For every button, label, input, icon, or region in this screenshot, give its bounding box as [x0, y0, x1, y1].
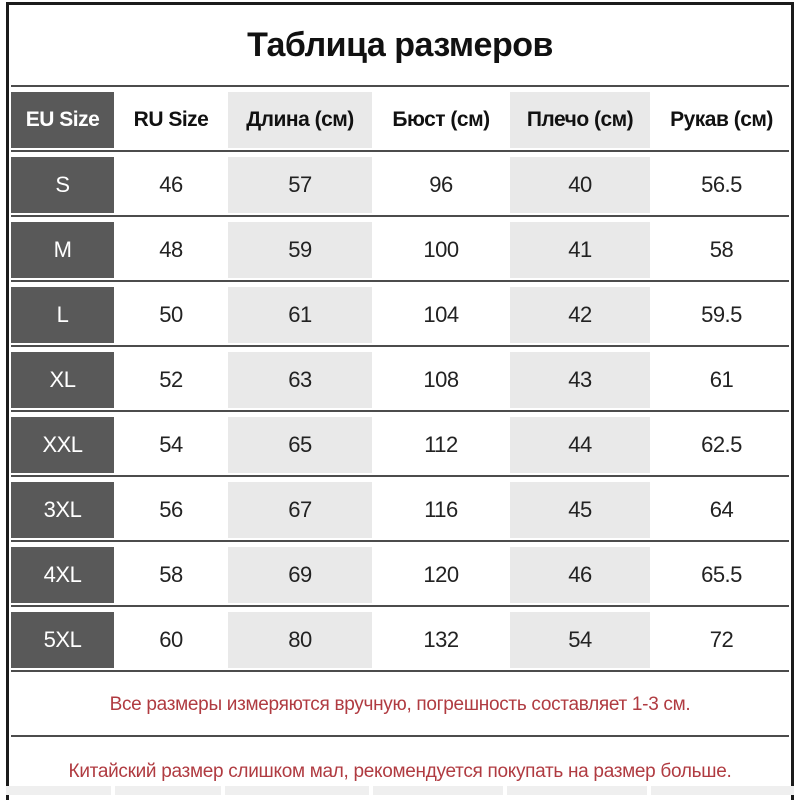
cell-sleeve: 65.5	[654, 547, 789, 603]
cell-eu-size: XXL	[11, 417, 114, 473]
cell-shoulder: 43	[510, 352, 650, 408]
cell-length: 57	[228, 157, 372, 213]
row-separator	[11, 605, 789, 612]
row-separator	[11, 735, 789, 742]
cell-eu-size: XL	[11, 352, 114, 408]
cell-bust: 132	[376, 612, 506, 668]
cell-length: 67	[228, 482, 372, 538]
cell-length: 69	[228, 547, 372, 603]
row-separator	[11, 345, 789, 352]
cutoff-cell	[507, 786, 647, 795]
table-row-xxl: XXL 54 65 112 44 62.5	[11, 417, 789, 473]
column-header-eu-size: EU Size	[11, 92, 114, 148]
cell-length: 61	[228, 287, 372, 343]
cell-sleeve: 72	[654, 612, 789, 668]
cell-sleeve: 62.5	[654, 417, 789, 473]
cell-bust: 120	[376, 547, 506, 603]
cell-ru-size: 50	[118, 287, 224, 343]
cell-length: 63	[228, 352, 372, 408]
cell-eu-size: 4XL	[11, 547, 114, 603]
measurement-tolerance-note: Все размеры измеряются вручную, погрешно…	[11, 677, 789, 733]
row-separator	[11, 150, 789, 157]
cell-ru-size: 52	[118, 352, 224, 408]
table-row-s: S 46 57 96 40 56.5	[11, 157, 789, 213]
table-title: Таблица размеров	[247, 25, 553, 64]
cell-ru-size: 60	[118, 612, 224, 668]
column-header-bust: Бюст (см)	[376, 92, 506, 148]
row-separator	[11, 475, 789, 482]
cell-eu-size: 3XL	[11, 482, 114, 538]
table-header-row: EU Size RU Size Длина (см) Бюст (см) Пле…	[11, 92, 789, 148]
cutoff-cell	[225, 786, 369, 795]
column-header-length: Длина (см)	[228, 92, 372, 148]
cell-length: 80	[228, 612, 372, 668]
cell-sleeve: 61	[654, 352, 789, 408]
column-header-sleeve: Рукав (см)	[654, 92, 789, 148]
cell-shoulder: 46	[510, 547, 650, 603]
cell-ru-size: 58	[118, 547, 224, 603]
cell-sleeve: 64	[654, 482, 789, 538]
column-header-ru-size: RU Size	[118, 92, 224, 148]
cutoff-cell	[115, 786, 221, 795]
cell-length: 65	[228, 417, 372, 473]
cell-length: 59	[228, 222, 372, 278]
row-separator	[11, 85, 789, 92]
cell-ru-size: 46	[118, 157, 224, 213]
cell-shoulder: 44	[510, 417, 650, 473]
cutoff-next-row	[6, 786, 794, 795]
cell-sleeve: 58	[654, 222, 789, 278]
cell-bust: 108	[376, 352, 506, 408]
cell-eu-size: M	[11, 222, 114, 278]
cell-sleeve: 59.5	[654, 287, 789, 343]
row-separator	[11, 280, 789, 287]
cell-shoulder: 42	[510, 287, 650, 343]
cell-shoulder: 40	[510, 157, 650, 213]
cell-ru-size: 48	[118, 222, 224, 278]
row-separator	[11, 215, 789, 222]
table-row-3xl: 3XL 56 67 116 45 64	[11, 482, 789, 538]
cell-eu-size: L	[11, 287, 114, 343]
table-row-5xl: 5XL 60 80 132 54 72	[11, 612, 789, 668]
row-separator	[11, 540, 789, 547]
cell-sleeve: 56.5	[654, 157, 789, 213]
cell-shoulder: 54	[510, 612, 650, 668]
cell-shoulder: 45	[510, 482, 650, 538]
cell-shoulder: 41	[510, 222, 650, 278]
table-row-xl: XL 52 63 108 43 61	[11, 352, 789, 408]
cell-eu-size: 5XL	[11, 612, 114, 668]
size-table: Таблица размеров EU Size RU Size Длина (…	[6, 2, 794, 800]
table-row-m: M 48 59 100 41 58	[11, 222, 789, 278]
cell-ru-size: 54	[118, 417, 224, 473]
cell-ru-size: 56	[118, 482, 224, 538]
cutoff-cell	[373, 786, 503, 795]
cell-bust: 96	[376, 157, 506, 213]
column-header-shoulder: Плечо (см)	[510, 92, 650, 148]
cutoff-cell	[6, 786, 111, 795]
table-row-4xl: 4XL 58 69 120 46 65.5	[11, 547, 789, 603]
cell-eu-size: S	[11, 157, 114, 213]
cell-bust: 112	[376, 417, 506, 473]
cell-bust: 100	[376, 222, 506, 278]
cutoff-cell	[651, 786, 794, 795]
row-separator	[11, 410, 789, 417]
table-row-l: L 50 61 104 42 59.5	[11, 287, 789, 343]
row-separator	[11, 670, 789, 677]
cell-bust: 116	[376, 482, 506, 538]
cell-bust: 104	[376, 287, 506, 343]
